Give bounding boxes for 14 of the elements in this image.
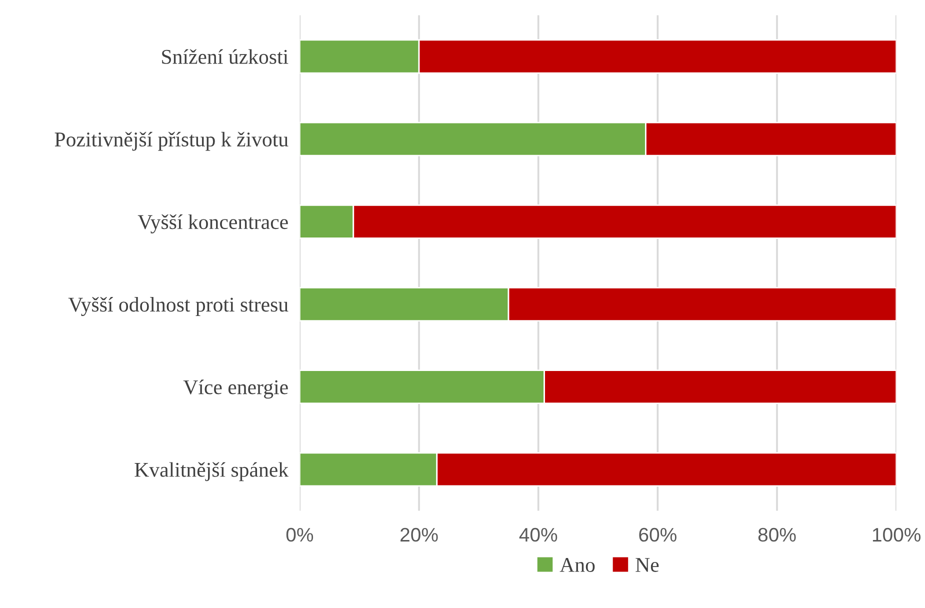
legend-label: Ne bbox=[636, 558, 659, 572]
x-tick-label: 0% bbox=[286, 528, 314, 542]
y-tick-label: Snížení úzkosti bbox=[162, 49, 288, 64]
x-tick-label: 40% bbox=[519, 528, 558, 542]
x-tick-label: 20% bbox=[400, 528, 438, 542]
x-tick-label: 60% bbox=[639, 528, 676, 542]
y-tick-label: Více energie bbox=[183, 380, 288, 399]
y-tick-label: Kvalitnější spánek bbox=[134, 462, 289, 482]
x-tick-label: 80% bbox=[758, 528, 796, 542]
y-tick-label: Pozitivnější přístup k životu bbox=[54, 132, 288, 151]
x-tick-label: 100% bbox=[872, 528, 920, 542]
y-tick-label: Vyšší odolnost proti stresu bbox=[68, 297, 288, 316]
legend-label: Ano bbox=[560, 558, 595, 572]
y-tick-label: Vyšší koncentrace bbox=[138, 214, 288, 234]
